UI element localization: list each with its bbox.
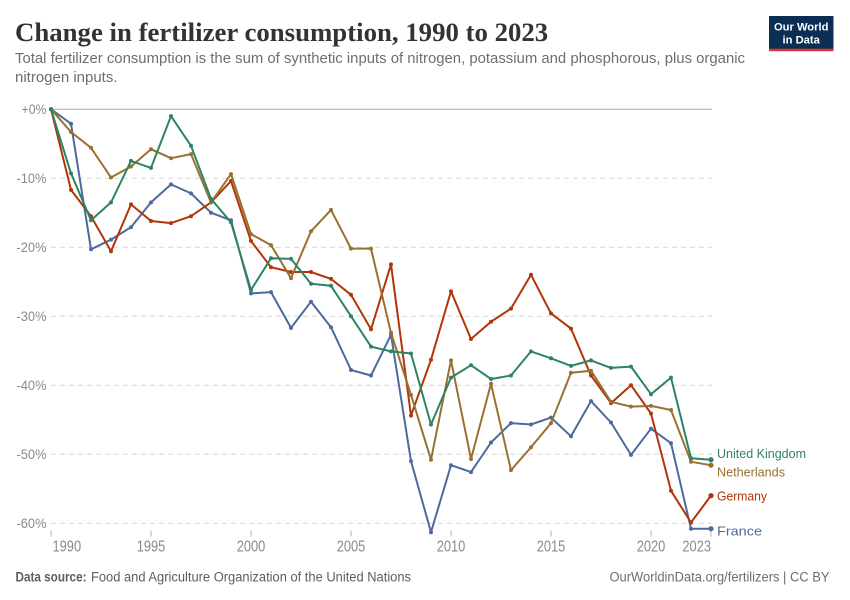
svg-text:2015: 2015 bbox=[537, 539, 566, 556]
svg-text:Netherlands: Netherlands bbox=[717, 465, 785, 480]
svg-text:-50%: -50% bbox=[17, 446, 47, 462]
svg-text:in Data: in Data bbox=[783, 34, 821, 46]
svg-text:Data source:: Data source: bbox=[16, 570, 87, 585]
svg-text:OurWorldinData.org/fertilizers: OurWorldinData.org/fertilizers | CC BY bbox=[610, 570, 830, 585]
svg-text:1990: 1990 bbox=[53, 539, 82, 556]
svg-text:Total fertilizer consumption i: Total fertilizer consumption is the sum … bbox=[15, 50, 745, 67]
svg-text:-60%: -60% bbox=[17, 515, 47, 531]
svg-text:United Kingdom: United Kingdom bbox=[717, 446, 806, 461]
svg-text:-40%: -40% bbox=[17, 377, 47, 393]
svg-text:Our World: Our World bbox=[774, 21, 829, 33]
svg-text:nitrogen inputs.: nitrogen inputs. bbox=[15, 69, 118, 86]
svg-text:Change in fertilizer consumpti: Change in fertilizer consumption, 1990 t… bbox=[15, 17, 548, 47]
svg-text:2023: 2023 bbox=[682, 539, 711, 556]
svg-text:Food and Agriculture Organizat: Food and Agriculture Organization of the… bbox=[91, 570, 411, 585]
svg-text:2000: 2000 bbox=[237, 539, 266, 556]
svg-text:2010: 2010 bbox=[437, 539, 466, 556]
svg-text:2020: 2020 bbox=[637, 539, 666, 556]
svg-text:-20%: -20% bbox=[17, 239, 47, 255]
svg-text:-30%: -30% bbox=[17, 308, 47, 324]
svg-text:1995: 1995 bbox=[137, 539, 166, 556]
svg-text:Germany: Germany bbox=[717, 489, 767, 504]
svg-text:France: France bbox=[717, 524, 762, 539]
svg-text:-10%: -10% bbox=[17, 170, 47, 186]
svg-text:+0%: +0% bbox=[22, 101, 47, 117]
svg-text:2005: 2005 bbox=[337, 539, 366, 556]
